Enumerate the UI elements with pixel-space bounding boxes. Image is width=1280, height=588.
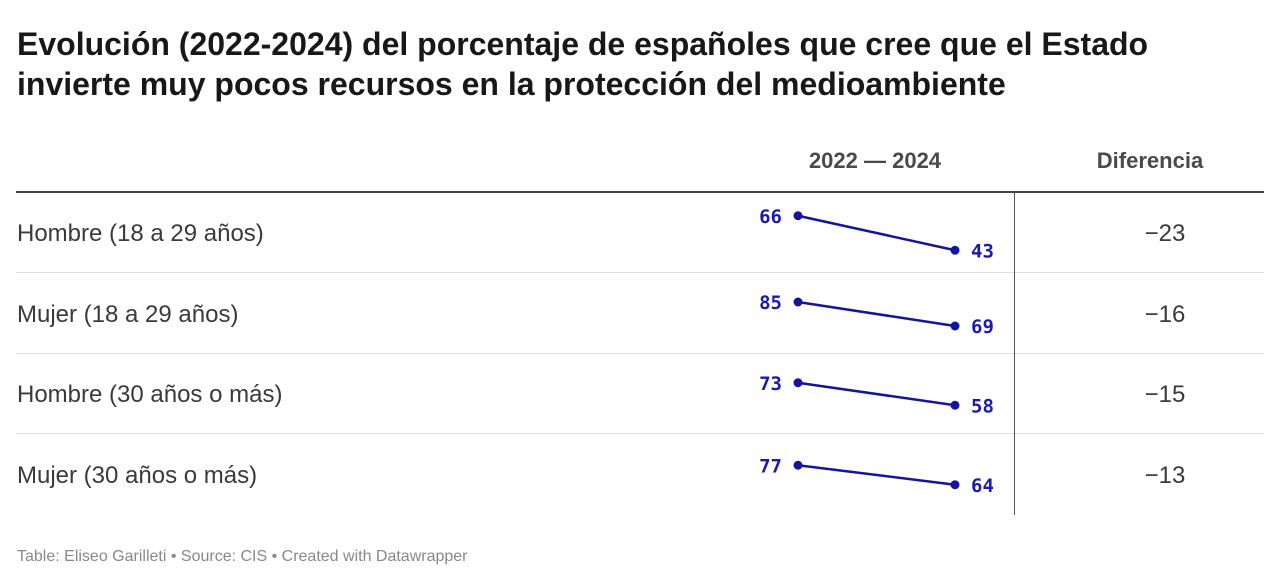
footer-credits: Table: Eliseo Garilleti • Source: CIS • …	[17, 548, 468, 565]
row-difference: −23	[1144, 220, 1186, 247]
value-label-2024: 43	[971, 240, 994, 262]
row-difference: −16	[1144, 301, 1186, 328]
header-rule	[16, 191, 1264, 193]
table-row: Hombre (30 años o más) −15	[16, 354, 1264, 434]
point-2022	[793, 378, 803, 388]
value-label-2024: 64	[971, 475, 994, 497]
point-2024	[950, 400, 960, 410]
value-label-2024: 69	[971, 316, 994, 338]
column-header-difference: Diferencia	[1096, 148, 1204, 173]
point-2022	[793, 211, 803, 221]
table-row: Mujer (18 a 29 años) −16	[16, 274, 1264, 354]
column-divider	[1014, 193, 1015, 515]
point-2024	[950, 245, 960, 255]
point-2022	[793, 460, 803, 470]
slope-line	[797, 214, 956, 252]
slope-line	[797, 381, 956, 407]
row-label: Mujer (18 a 29 años)	[17, 301, 239, 328]
value-label-2022: 66	[759, 206, 782, 228]
value-label-2022: 85	[759, 292, 782, 314]
row-difference: −15	[1144, 381, 1186, 408]
row-label: Mujer (30 años o más)	[17, 462, 258, 489]
row-label: Hombre (30 años o más)	[17, 381, 283, 408]
value-label-2022: 73	[759, 373, 782, 395]
row-difference: −13	[1144, 462, 1186, 489]
point-2022	[793, 297, 803, 307]
value-label-2022: 77	[759, 455, 782, 477]
slope-line	[797, 464, 956, 486]
slope-line	[797, 300, 956, 328]
column-header-years: 2022 — 2024	[808, 148, 942, 173]
row-separator	[16, 433, 1264, 434]
chart-title: Evolución (2022-2024) del porcentaje de …	[17, 26, 1149, 102]
table-row: Hombre (18 a 29 años) −23	[16, 193, 1264, 273]
point-2024	[950, 480, 960, 490]
row-separator	[16, 272, 1264, 273]
row-separator	[16, 353, 1264, 354]
table-row: Mujer (30 años o más) −13	[16, 435, 1264, 515]
row-label: Hombre (18 a 29 años)	[17, 220, 264, 247]
point-2024	[950, 321, 960, 331]
value-label-2024: 58	[971, 395, 994, 417]
